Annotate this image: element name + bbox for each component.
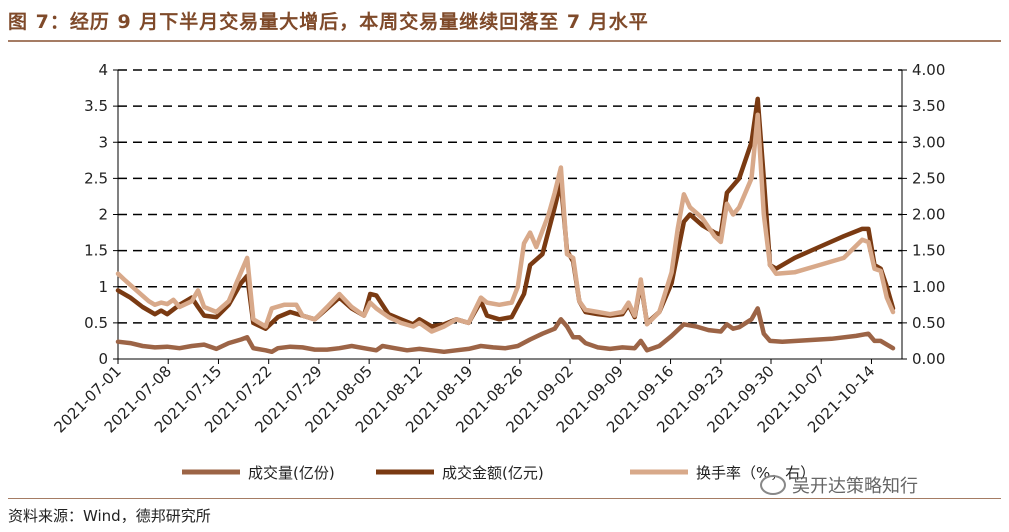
y-right-tick-label: 4.00 [912,61,945,79]
series-line [115,306,896,355]
y-right-tick-label: 3.00 [912,133,945,151]
watermark-text: 吴开达策略知行 [792,476,918,497]
grid-lines [118,69,902,324]
y-right-tick-label: 1.50 [912,242,945,260]
y-right-tick-label: 3.50 [912,97,945,115]
y-left-tick-label: 3 [98,133,108,151]
y-right-tick-label: 0.00 [912,350,945,368]
source-note: 资料来源：Wind，德邦研究所 [8,507,211,525]
legend-label: 换手率（%，右） [696,464,815,482]
y-left-tick-label: 1 [98,278,108,296]
y-left-tick-label: 3.5 [84,97,108,115]
series-line [115,96,896,331]
figure-title: 图 7：经历 9 月下半月交易量大增后，本周交易量继续回落至 7 月水平 [8,11,649,33]
wechat-icon [760,475,786,495]
y-left-tick-label: 2.5 [84,169,108,187]
y-right-tick-label: 1.00 [912,278,945,296]
y-right-tick-label: 2.50 [912,169,945,187]
y-axis-right-ticks: 0.00 0.50 1.00 1.50 2.00 2.50 3.00 3.50 4.00 [902,61,945,368]
x-axis-ticks: 2021-07-012021-07-082021-07-152021-07-22… [50,359,878,436]
y-left-tick-label: 2 [98,206,108,224]
watermark: 吴开达策略知行 [760,472,918,498]
y-axis-left-ticks: 0 0.5 1 1.5 2 2.5 3 3.5 4 [84,61,118,368]
legend: 成交量(亿份) 成交金额(亿元) 换手率（%，右） [182,464,815,482]
y-right-tick-label: 2.00 [912,206,945,224]
y-left-tick-label: 0.5 [84,314,108,332]
legend-label: 成交金额(亿元) [442,464,544,482]
legend-label: 成交量(亿份) [248,464,335,482]
series-line [115,112,896,334]
y-left-tick-label: 0 [98,350,108,368]
y-right-tick-label: 0.50 [912,314,945,332]
line-chart: 0 0.5 1 1.5 2 2.5 3 3.5 4 0.00 0.50 1.00 1.50 2.00 2.… [50,61,945,482]
y-left-tick-label: 4 [98,61,108,79]
title-divider [8,40,1001,42]
series-lines [115,96,896,355]
footer-divider [8,498,1001,499]
y-left-tick-label: 1.5 [84,242,108,260]
